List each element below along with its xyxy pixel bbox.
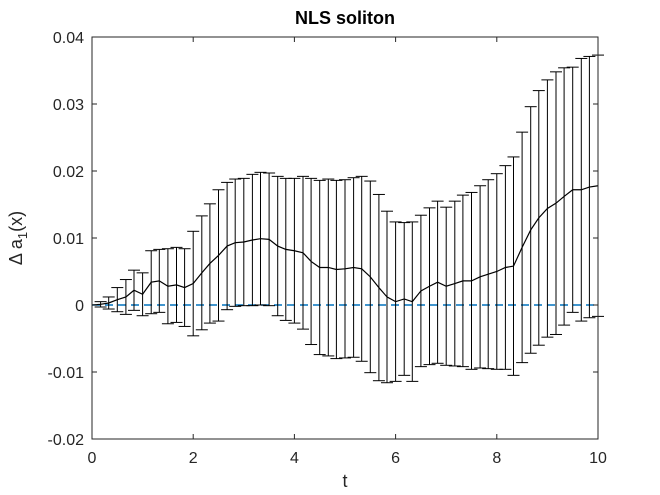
- y-tick-label: 0.03: [53, 97, 84, 114]
- y-axis-label: Δ a1(x): [6, 211, 30, 265]
- y-axis-label-subscript: 1: [15, 232, 30, 239]
- chart-title: NLS soliton: [295, 8, 395, 28]
- tick-layer: 0 2 4 6 8 10 -0.02 -0.01 0 0.01 0.02 0.03 0.04: [48, 30, 607, 467]
- y-axis-label-tail: (x): [6, 211, 26, 232]
- x-tick-label: 2: [189, 450, 198, 467]
- y-tick-label: -0.02: [48, 432, 85, 449]
- y-tick-label: -0.01: [48, 365, 85, 382]
- x-tick-label: 0: [88, 450, 97, 467]
- y-tick-label: 0.02: [53, 164, 84, 181]
- line-layer: [91, 185, 599, 306]
- y-tick-label: 0.01: [53, 231, 84, 248]
- y-tick-label: 0.04: [53, 30, 84, 47]
- mean-line: [91, 185, 599, 306]
- y-tick-label: 0: [75, 298, 84, 315]
- x-axis-label: t: [342, 471, 347, 491]
- x-tick-label: 4: [290, 450, 299, 467]
- x-tick-label: 8: [492, 450, 501, 467]
- x-tick-label: 6: [391, 450, 400, 467]
- x-tick-label: 10: [589, 450, 607, 467]
- y-axis-label-main: Δ a: [6, 238, 26, 265]
